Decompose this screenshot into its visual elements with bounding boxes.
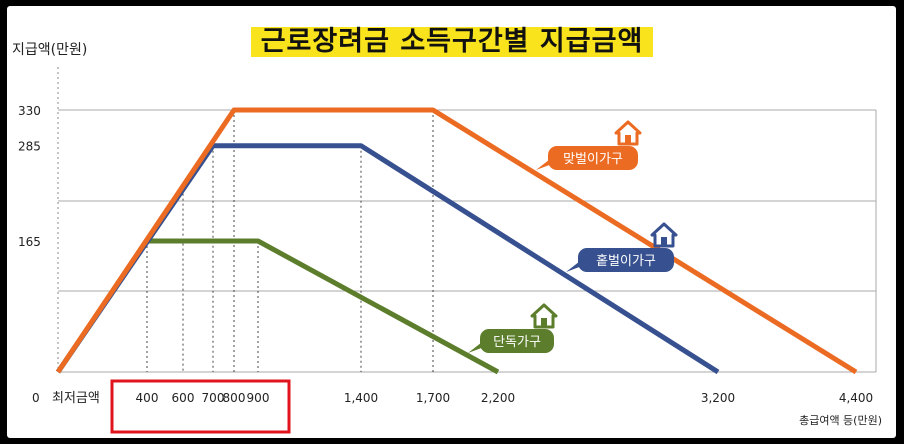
house-icon-door bbox=[625, 135, 631, 144]
y-tick-label: 285 bbox=[18, 140, 41, 154]
legend-badge bbox=[578, 248, 674, 272]
legend-badge-tail bbox=[536, 156, 554, 170]
y-axis-label: 지급액(만원) bbox=[12, 42, 87, 58]
legend-badge-tail bbox=[468, 339, 486, 353]
legend-badge-tail bbox=[566, 258, 584, 272]
x-tick-label: 2,200 bbox=[481, 391, 515, 405]
x-tick-label: 900 bbox=[247, 391, 270, 405]
x-min-label: 최저금액 bbox=[52, 391, 100, 406]
x-tick-label: 3,200 bbox=[701, 391, 735, 405]
y-tick-label: 330 bbox=[18, 104, 41, 118]
legend-badge bbox=[480, 329, 554, 353]
house-icon bbox=[650, 222, 678, 248]
series-line-단독가구 bbox=[55, 238, 500, 375]
chart-title: 근로장려금 소득구간별 지급금액 bbox=[0, 26, 904, 57]
legend-label: 맞벌이가구 bbox=[563, 152, 623, 167]
chart-frame bbox=[7, 6, 896, 438]
x-axis-label: 총급여액 등(만원) bbox=[799, 414, 882, 427]
x-tick-label: 4,400 bbox=[839, 391, 873, 405]
legend-label: 단독가구 bbox=[493, 335, 541, 350]
house-icon bbox=[530, 303, 558, 329]
legend-badge bbox=[548, 146, 638, 170]
house-icon-door bbox=[541, 318, 547, 327]
x-tick-label: 400 bbox=[136, 391, 159, 405]
x-tick-label: 1,400 bbox=[344, 391, 378, 405]
house-icon bbox=[614, 120, 642, 146]
highlight-box bbox=[110, 379, 291, 434]
x-tick-label: 1,700 bbox=[416, 391, 450, 405]
legend-label: 홑벌이가구 bbox=[596, 254, 656, 269]
x-tick-label: 800 bbox=[223, 391, 246, 405]
series-line-맞벌이가구 bbox=[55, 107, 858, 375]
y-tick-label: 0 bbox=[32, 391, 40, 405]
x-tick-label: 700 bbox=[202, 391, 225, 405]
house-icon-door bbox=[661, 237, 667, 246]
y-tick-label: 165 bbox=[18, 235, 41, 249]
x-tick-label: 600 bbox=[172, 391, 195, 405]
